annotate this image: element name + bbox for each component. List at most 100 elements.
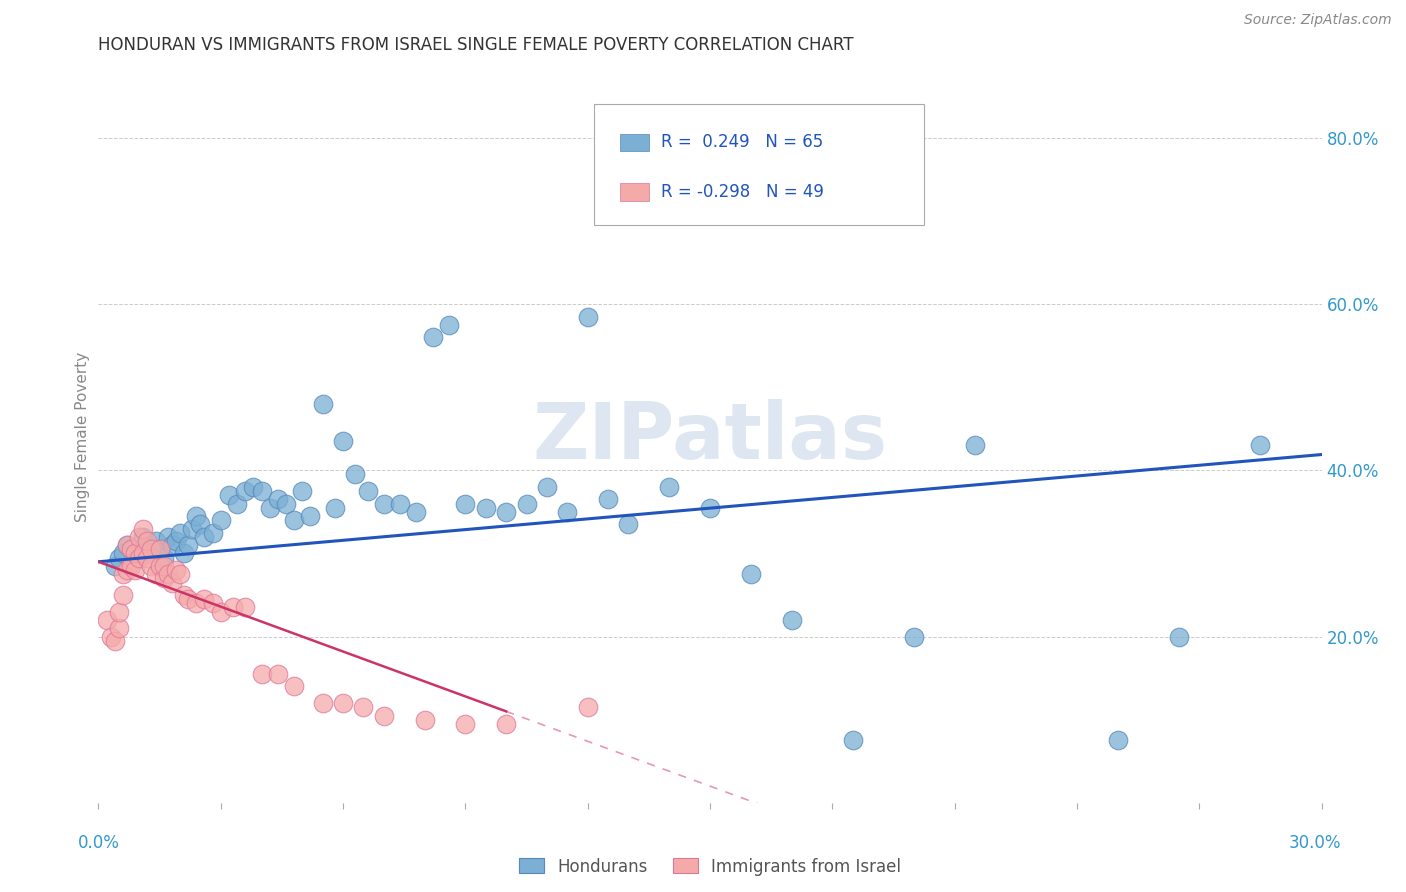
Point (495, 716, 517, 731)
Point (201, 596, 224, 610)
Point (136, 538, 159, 552)
Point (115, 538, 138, 552)
Point (149, 558, 172, 573)
Point (186, 509, 208, 524)
Point (209, 513, 232, 527)
Point (965, 438, 987, 452)
Point (267, 492, 290, 507)
Point (740, 567, 762, 582)
Point (233, 600, 256, 615)
Point (120, 542, 142, 557)
Point (120, 558, 142, 573)
Point (149, 542, 172, 557)
Point (233, 484, 256, 499)
Point (165, 563, 187, 577)
Point (413, 713, 436, 727)
Point (658, 480, 681, 494)
Point (160, 538, 183, 552)
Text: 0.0%: 0.0% (77, 834, 120, 852)
Point (312, 696, 335, 710)
Point (299, 509, 322, 524)
Point (193, 592, 215, 607)
Point (132, 521, 155, 535)
Point (188, 517, 212, 532)
Point (226, 497, 249, 511)
Point (332, 434, 354, 449)
Point (132, 530, 155, 544)
Point (209, 605, 232, 619)
Point (1249, 438, 1271, 452)
Point (222, 600, 245, 615)
Point (352, 700, 374, 714)
Point (356, 484, 378, 499)
Point (283, 680, 305, 694)
Point (120, 542, 142, 557)
Point (617, 517, 640, 532)
Point (780, 613, 803, 627)
Y-axis label: Single Female Poverty: Single Female Poverty (75, 352, 90, 522)
Point (454, 497, 477, 511)
Point (1107, 733, 1129, 747)
Point (169, 525, 191, 540)
Point (437, 318, 460, 332)
Point (104, 633, 127, 648)
Point (250, 484, 273, 499)
Point (96, 613, 118, 627)
Point (152, 571, 174, 585)
Point (454, 716, 477, 731)
Point (193, 530, 215, 544)
Point (152, 550, 174, 565)
Point (344, 467, 367, 482)
Point (218, 488, 240, 502)
Point (291, 484, 314, 499)
Point (1167, 630, 1189, 644)
Text: ZIPatlas: ZIPatlas (533, 399, 887, 475)
Point (128, 530, 150, 544)
Point (598, 492, 620, 507)
Point (312, 397, 335, 411)
Point (405, 505, 427, 519)
Point (332, 696, 354, 710)
Point (124, 563, 146, 577)
Text: HONDURAN VS IMMIGRANTS FROM ISRAEL SINGLE FEMALE POVERTY CORRELATION CHART: HONDURAN VS IMMIGRANTS FROM ISRAEL SINGL… (98, 36, 853, 54)
Point (128, 550, 150, 565)
Text: R =  0.249   N = 65: R = 0.249 N = 65 (661, 133, 824, 152)
Point (141, 546, 163, 560)
Point (115, 538, 138, 552)
Point (136, 550, 159, 565)
Text: R = -0.298   N = 49: R = -0.298 N = 49 (661, 183, 824, 201)
Point (128, 550, 150, 565)
Point (177, 538, 200, 552)
FancyBboxPatch shape (620, 134, 650, 151)
Point (152, 558, 174, 573)
Point (169, 567, 191, 582)
FancyBboxPatch shape (593, 104, 924, 225)
Point (181, 521, 204, 535)
Point (115, 563, 138, 577)
Point (283, 513, 305, 527)
Point (100, 630, 122, 644)
Point (186, 596, 208, 610)
Point (173, 588, 195, 602)
Point (156, 567, 179, 582)
Point (108, 621, 131, 635)
Point (576, 310, 599, 324)
Point (201, 525, 224, 540)
Point (156, 530, 179, 544)
Point (516, 497, 538, 511)
Point (259, 500, 281, 515)
Point (177, 592, 200, 607)
Point (250, 667, 273, 681)
Point (536, 480, 558, 494)
Point (557, 505, 579, 519)
Point (111, 546, 134, 560)
Point (903, 630, 925, 644)
Legend: Hondurans, Immigrants from Israel: Hondurans, Immigrants from Israel (512, 851, 908, 882)
FancyBboxPatch shape (620, 183, 650, 201)
Point (165, 533, 187, 548)
Point (841, 733, 863, 747)
Text: Source: ZipAtlas.com: Source: ZipAtlas.com (1244, 13, 1392, 28)
Point (136, 533, 159, 548)
Point (124, 546, 146, 560)
Point (242, 480, 264, 494)
